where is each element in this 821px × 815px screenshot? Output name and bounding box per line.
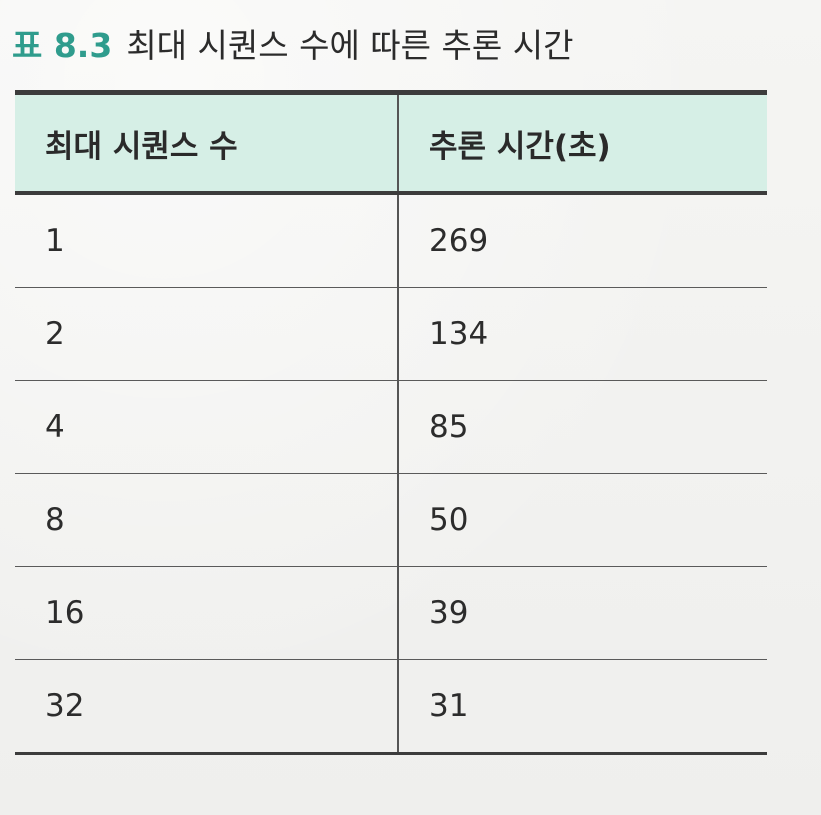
- cell-inference-time: 134: [398, 287, 767, 381]
- header-max-sequences: 최대 시퀀스 수: [15, 90, 399, 195]
- table-container: 최대 시퀀스 수 추론 시간(초) 1 269 2 134 4 85: [15, 90, 767, 755]
- table-number-label: 표 8.3: [12, 26, 113, 65]
- header-row: 최대 시퀀스 수 추론 시간(초): [15, 90, 767, 195]
- table-row: 4 85: [15, 380, 767, 474]
- table-body: 1 269 2 134 4 85 8 50 16 39: [15, 193, 767, 755]
- cell-inference-time: 39: [398, 566, 767, 660]
- table-title: 최대 시퀀스 수에 따른 추론 시간: [126, 26, 574, 65]
- cell-max-sequences: 16: [15, 566, 399, 660]
- cell-max-sequences: 8: [15, 473, 399, 567]
- table-row: 2 134: [15, 287, 767, 381]
- table-header: 최대 시퀀스 수 추론 시간(초): [15, 90, 767, 195]
- cell-max-sequences: 2: [15, 287, 399, 381]
- table-caption: 표 8.3 최대 시퀀스 수에 따른 추론 시간: [12, 18, 573, 68]
- table-row: 16 39: [15, 566, 767, 660]
- cell-inference-time: 50: [398, 473, 767, 567]
- cell-max-sequences: 4: [15, 380, 399, 474]
- cell-inference-time: 269: [398, 193, 767, 288]
- inference-time-table: 최대 시퀀스 수 추론 시간(초) 1 269 2 134 4 85: [15, 90, 767, 755]
- table-row: 8 50: [15, 473, 767, 567]
- cell-max-sequences: 32: [15, 659, 399, 755]
- table-row: 32 31: [15, 659, 767, 755]
- cell-inference-time: 31: [398, 659, 767, 755]
- table-row: 1 269: [15, 193, 767, 288]
- cell-inference-time: 85: [398, 380, 767, 474]
- header-inference-time: 추론 시간(초): [398, 90, 767, 195]
- cell-max-sequences: 1: [15, 193, 399, 288]
